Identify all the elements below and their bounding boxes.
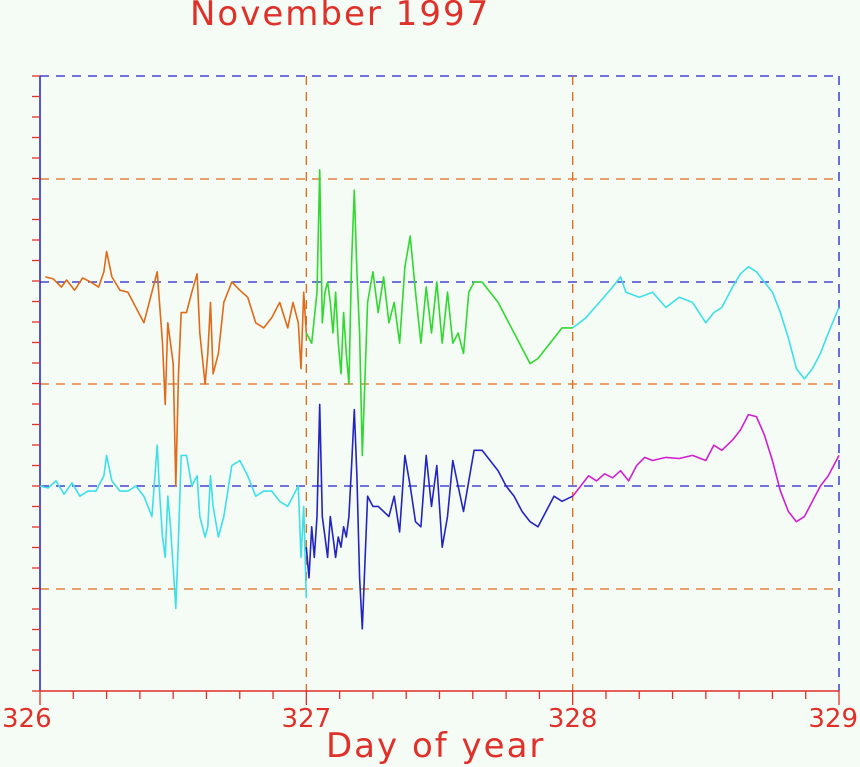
grid-lines [40, 75, 840, 691]
data-series-line [305, 403, 574, 630]
data-series-line [305, 169, 573, 457]
data-series-line [572, 265, 840, 380]
x-tick-labels: 326 327 328 329 [2, 704, 858, 734]
x-tick-label: 329 [808, 704, 858, 734]
x-tick-label: 327 [282, 704, 332, 734]
chart-title: November 1997 [190, 0, 491, 34]
x-tick-label: 326 [2, 704, 52, 734]
x-axis-label: Day of year [326, 726, 546, 766]
series-group [39, 169, 840, 630]
data-series-line [572, 413, 840, 523]
data-series-line [45, 250, 308, 487]
data-series-line [39, 444, 308, 610]
x-tick-label: 328 [548, 704, 598, 734]
axis-ticks [32, 75, 840, 705]
